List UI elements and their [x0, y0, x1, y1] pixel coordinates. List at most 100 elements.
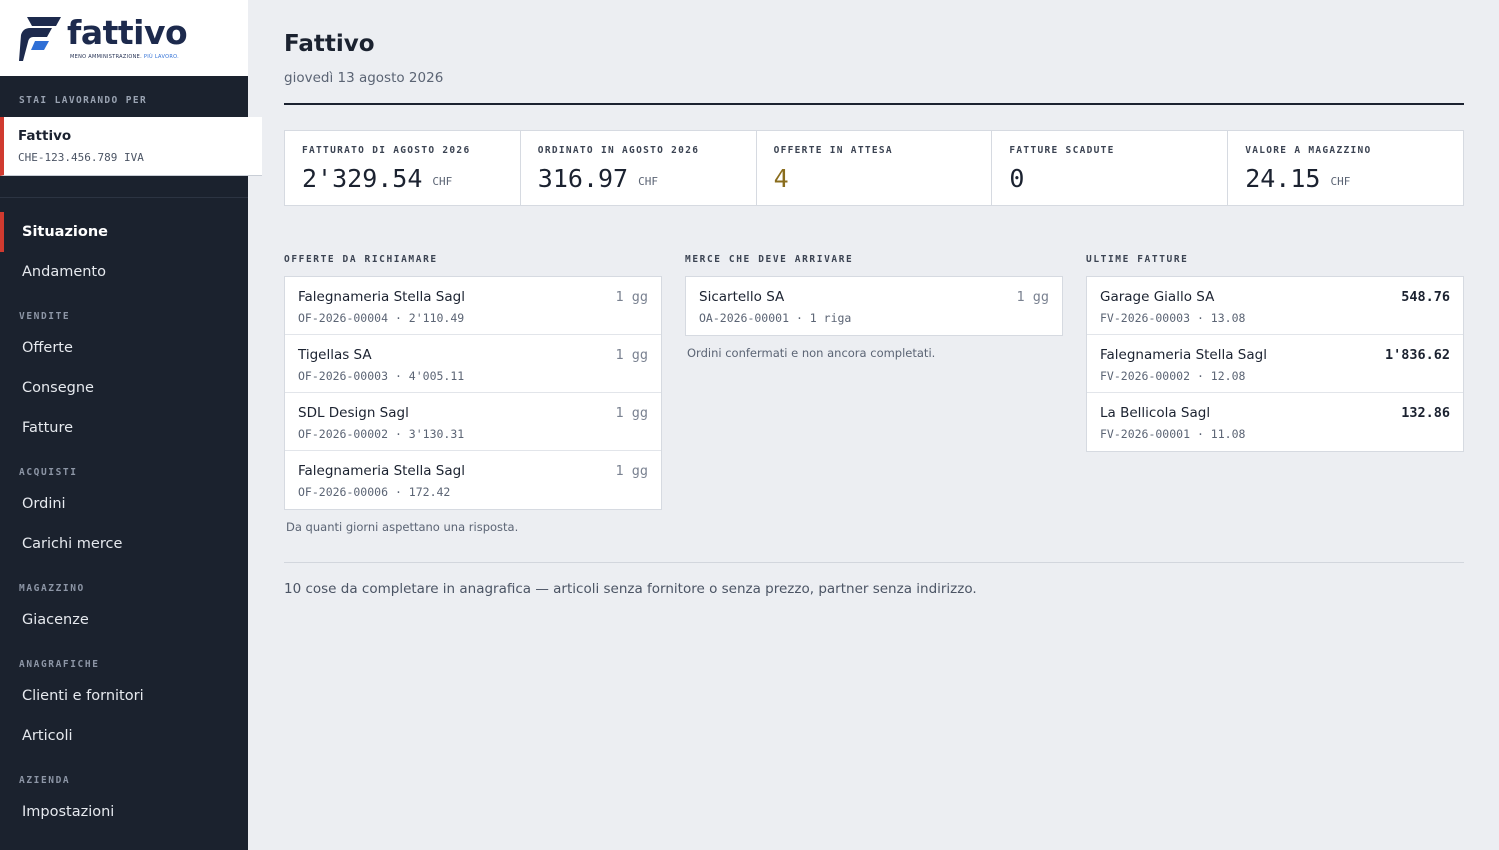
kpi-strip: FATTURATO DI AGOSTO 2026 2'329.54 CHF ORD… — [284, 130, 1464, 206]
row-total: 1'836.62 — [1384, 347, 1450, 363]
row-separator: · — [388, 369, 409, 383]
working-for-label: STAI LAVORANDO PER — [19, 95, 148, 106]
list-item[interactable]: SDL Design Sagl OF-2026-00002 · 3'130.31… — [285, 393, 661, 451]
nav-item-fatture[interactable]: Fatture — [22, 420, 74, 436]
row-sub: FV-2026-00002 · 12.08 — [1100, 369, 1245, 383]
row-sub: OF-2026-00002 · 3'130.31 — [298, 427, 464, 441]
row-amount: 4'005.11 — [408, 369, 465, 383]
invoices-list: Garage Giallo SA FV-2026-00003 · 13.08 5… — [1086, 276, 1464, 452]
nav-item-carichi-merce[interactable]: Carichi merce — [22, 536, 123, 552]
kpi-value: 24.15 CHF — [1245, 164, 1350, 193]
company-vat: CHE-123.456.789 IVA — [18, 151, 144, 164]
list-item[interactable]: Falegnameria Stella Sagl OF-2026-00004 ·… — [285, 277, 661, 335]
kpi-label: ORDINATO IN AGOSTO 2026 — [537, 145, 700, 156]
row-amount: 172.42 — [408, 485, 451, 499]
list-item[interactable]: Garage Giallo SA FV-2026-00003 · 13.08 5… — [1087, 277, 1463, 335]
nav-item-andamento[interactable]: Andamento — [22, 264, 106, 280]
kpi-valore-magazzino[interactable]: VALORE A MAGAZZINO 24.15 CHF — [1228, 131, 1463, 205]
footer-divider — [284, 562, 1464, 563]
row-separator: · — [789, 311, 810, 325]
sidebar-divider — [0, 197, 248, 198]
nav-item-consegne[interactable]: Consegne — [22, 380, 94, 396]
row-date: 11.08 — [1210, 427, 1246, 441]
nav-item-clienti-fornitori[interactable]: Clienti e fornitori — [22, 688, 144, 704]
logo-tagline-b: PIÙ LAVORO. — [143, 54, 180, 60]
kpi-ordinato[interactable]: ORDINATO IN AGOSTO 2026 316.97 CHF — [521, 131, 757, 205]
kpi-value: 316.97 CHF — [538, 164, 658, 193]
row-age: 1 gg — [615, 405, 648, 421]
panel-title: MERCE CHE DEVE ARRIVARE — [685, 254, 854, 265]
logo-tagline-a: MENO AMMINISTRAZIONE. — [70, 54, 143, 60]
kpi-value: 0 — [1009, 164, 1024, 193]
row-ref: FV-2026-00002 — [1100, 369, 1191, 383]
nav-section-acquisti: ACQUISTI — [19, 467, 78, 478]
row-ref: OF-2026-00002 — [298, 427, 389, 441]
row-ref: OA-2026-00001 — [699, 311, 790, 325]
logo[interactable]: fattivo MENO AMMINISTRAZIONE. PIÙ LAVORO… — [0, 0, 248, 76]
invoices-panel: ULTIME FATTURE Garage Giallo SA FV-2026-… — [1086, 254, 1464, 452]
list-item[interactable]: Falegnameria Stella Sagl FV-2026-00002 ·… — [1087, 335, 1463, 393]
row-sub: OF-2026-00004 · 2'110.49 — [298, 311, 464, 325]
list-item[interactable]: Sicartello SA OA-2026-00001 · 1 riga 1 g… — [686, 277, 1062, 335]
row-separator: · — [1190, 427, 1211, 441]
nav-item-offerte[interactable]: Offerte — [22, 340, 73, 356]
kpi-value: 4 — [774, 164, 789, 193]
list-item[interactable]: La Bellicola Sagl FV-2026-00001 · 11.08 … — [1087, 393, 1463, 451]
list-item[interactable]: Falegnameria Stella Sagl OF-2026-00006 ·… — [285, 451, 661, 509]
row-sub: OF-2026-00006 · 172.42 — [298, 485, 450, 499]
row-name: SDL Design Sagl — [298, 405, 409, 421]
row-detail: 1 riga — [809, 311, 852, 325]
sidebar: fattivo MENO AMMINISTRAZIONE. PIÙ LAVORO… — [0, 0, 262, 850]
nav-item-articoli[interactable]: Articoli — [22, 728, 73, 744]
nav-item-giacenze[interactable]: Giacenze — [22, 612, 89, 628]
row-separator: · — [388, 311, 409, 325]
kpi-unit: CHF — [432, 175, 453, 188]
kpi-fatture-scadute[interactable]: FATTURE SCADUTE 0 — [992, 131, 1229, 205]
row-age: 1 gg — [1016, 289, 1049, 305]
list-item[interactable]: Tigellas SA OF-2026-00003 · 4'005.11 1 g… — [285, 335, 661, 393]
row-date: 12.08 — [1210, 369, 1246, 383]
logo-tagline: MENO AMMINISTRAZIONE. PIÙ LAVORO. — [70, 54, 179, 60]
panel-title: OFFERTE DA RICHIAMARE — [284, 254, 438, 265]
row-age: 1 gg — [615, 289, 648, 305]
kpi-fatturato[interactable]: FATTURATO DI AGOSTO 2026 2'329.54 CHF — [285, 131, 521, 205]
row-name: Sicartello SA — [699, 289, 785, 305]
kpi-number: 0 — [1009, 164, 1025, 193]
panel-note: Ordini confermati e non ancora completat… — [687, 346, 936, 360]
kpi-value: 2'329.54 CHF — [302, 164, 452, 193]
page-title: Fattivo — [284, 31, 375, 57]
kpi-label: VALORE A MAGAZZINO — [1245, 145, 1372, 156]
nav-item-ordini[interactable]: Ordini — [22, 496, 66, 512]
row-separator: · — [388, 485, 409, 499]
row-total: 132.86 — [1401, 405, 1450, 421]
company-switcher[interactable]: Fattivo CHE-123.456.789 IVA — [0, 117, 262, 176]
row-name: Falegnameria Stella Sagl — [298, 289, 465, 305]
row-sub: FV-2026-00001 · 11.08 — [1100, 427, 1245, 441]
nav-item-impostazioni[interactable]: Impostazioni — [22, 804, 115, 820]
row-ref: FV-2026-00003 — [1100, 311, 1191, 325]
title-divider — [284, 103, 1464, 105]
row-amount: 2'110.49 — [408, 311, 465, 325]
row-age: 1 gg — [615, 463, 648, 479]
row-name: Tigellas SA — [298, 347, 372, 363]
panel-note: Da quanti giorni aspettano una risposta. — [286, 520, 519, 534]
kpi-number: 4 — [773, 164, 789, 193]
row-ref: OF-2026-00004 — [298, 311, 389, 325]
row-name: Falegnameria Stella Sagl — [1100, 347, 1267, 363]
kpi-offerte-attesa[interactable]: OFFERTE IN ATTESA 4 — [757, 131, 993, 205]
kpi-number: 24.15 — [1245, 164, 1321, 193]
row-separator: · — [388, 427, 409, 441]
anagrafica-todo-link[interactable]: 10 cose da completare in anagrafica — ar… — [284, 581, 977, 597]
kpi-unit: CHF — [1330, 175, 1351, 188]
row-date: 13.08 — [1210, 311, 1246, 325]
row-sub: FV-2026-00003 · 13.08 — [1100, 311, 1245, 325]
row-name: Falegnameria Stella Sagl — [298, 463, 465, 479]
nav-item-situazione[interactable]: Situazione — [0, 212, 248, 252]
incoming-list: Sicartello SA OA-2026-00001 · 1 riga 1 g… — [685, 276, 1063, 336]
row-amount: 3'130.31 — [408, 427, 465, 441]
company-name: Fattivo — [18, 128, 72, 144]
kpi-number: 316.97 — [537, 164, 629, 193]
row-age: 1 gg — [615, 347, 648, 363]
nav-section-azienda: AZIENDA — [19, 775, 71, 786]
offers-list: Falegnameria Stella Sagl OF-2026-00004 ·… — [284, 276, 662, 510]
